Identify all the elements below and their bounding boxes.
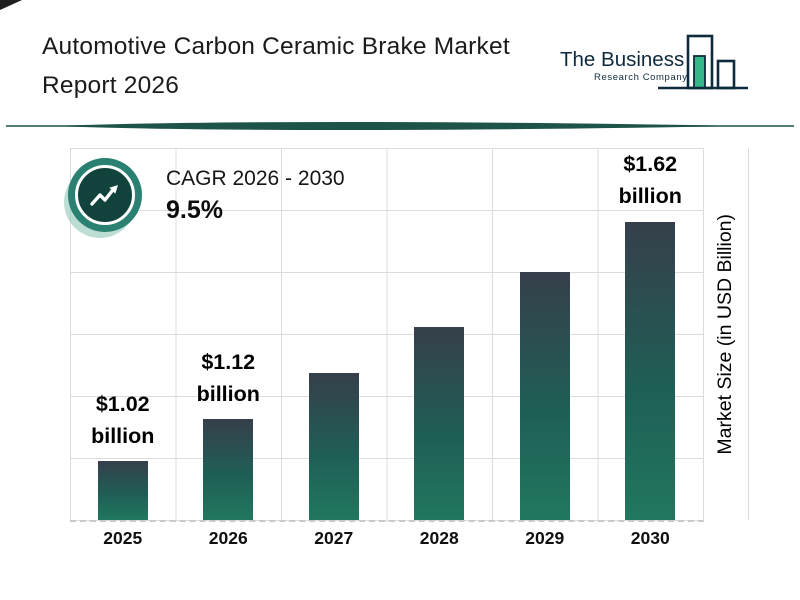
bar-2027 (308, 373, 359, 520)
logo-text-line1: The Business (560, 48, 684, 71)
y-axis-label-wrap: Market Size (in USD Billion) (703, 148, 748, 520)
y-axis-label: Market Size (in USD Billion) (714, 213, 736, 455)
bar-column-2030: $1.62 billion (598, 148, 704, 520)
bar-column-2025: $1.02 billion (70, 148, 176, 520)
bar-2028 (414, 327, 465, 520)
bar-value-label-2030: $1.62 billion (618, 152, 682, 209)
bar-value-label-2025: $1.02 billion (91, 391, 155, 448)
logo-bar-short (716, 59, 736, 90)
bar-2029 (519, 272, 570, 520)
trend-up-icon (90, 185, 118, 206)
x-tick-2025: 2025 (103, 528, 143, 548)
corner-mark (0, 0, 22, 10)
bar-2026 (203, 419, 254, 520)
page-title: Automotive Carbon Ceramic Brake Market Re… (42, 28, 582, 105)
page-title-line1: Automotive Carbon Ceramic Brake Market (42, 33, 510, 60)
bar-column-2029 (492, 148, 598, 520)
cagr-badge (68, 158, 142, 232)
cagr-label: CAGR 2026 - 2030 (166, 167, 345, 190)
x-axis-row: 2025 2026 2027 2028 2029 2030 (70, 528, 703, 549)
x-tick-2027: 2027 (314, 528, 354, 548)
bar-value-label-2026: $1.12 billion (196, 349, 260, 406)
x-tick-2026: 2026 (208, 528, 248, 548)
bar-2025 (97, 461, 148, 520)
bar-column-2028 (387, 148, 493, 520)
page-title-line2: Report 2026 (42, 71, 180, 99)
company-logo-icon: The Business Research Company (560, 34, 748, 90)
cagr-badge-inner (75, 165, 135, 225)
cagr-block: CAGR 2026 - 2030 9.5% (166, 167, 345, 225)
right-grid-line (748, 148, 749, 520)
plot-area: $1.02 billion $1.12 billion $1.62 billion (70, 148, 704, 522)
bar-column-2027 (281, 148, 387, 520)
bar-column-2026: $1.12 billion (176, 148, 282, 520)
logo-bar-green (693, 55, 706, 89)
bars-row: $1.02 billion $1.12 billion $1.62 billion (70, 148, 703, 520)
company-logo: The Business Research Company (558, 30, 750, 115)
x-tick-2030: 2030 (630, 528, 670, 548)
cagr-value: 9.5% (166, 196, 223, 224)
bar-2030 (625, 221, 676, 520)
x-tick-2028: 2028 (419, 528, 459, 548)
x-tick-2029: 2029 (525, 528, 565, 548)
divider-line (6, 122, 794, 130)
logo-text-line2: Research Company (594, 72, 688, 83)
